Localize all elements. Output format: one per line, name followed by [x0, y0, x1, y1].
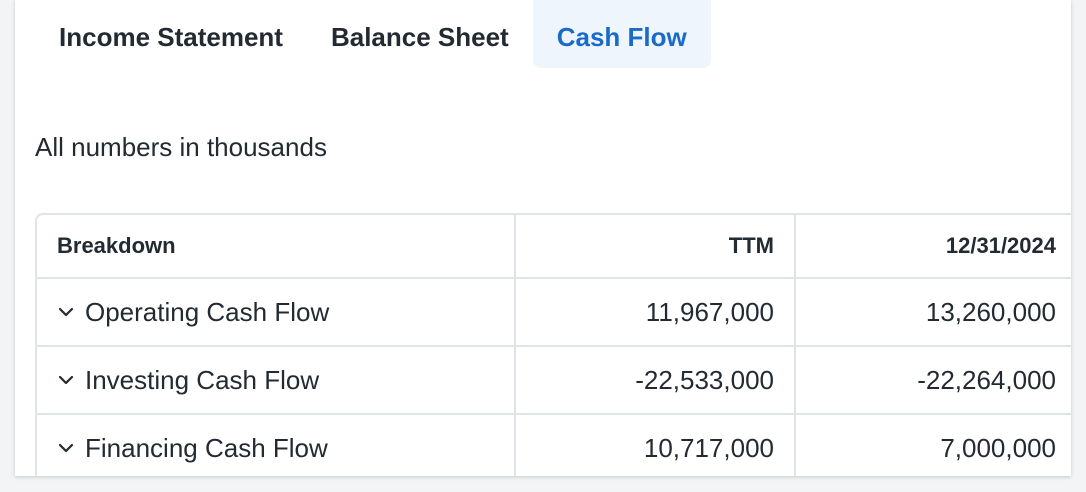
tab-cash-flow[interactable]: Cash Flow: [532, 0, 711, 68]
chevron-down-icon[interactable]: [57, 439, 75, 457]
table-row: Operating Cash Flow 11,967,000 13,260,00…: [37, 277, 1071, 345]
cash-flow-table: Breakdown TTM 12/31/2024 Operating Cash …: [35, 213, 1071, 476]
row-value-ttm: -22,533,000: [516, 347, 796, 413]
row-value-date: 7,000,000: [940, 432, 1056, 463]
table-row: Financing Cash Flow 10,717,000 7,000,000: [37, 413, 1071, 476]
row-label-cell: Investing Cash Flow: [37, 347, 516, 413]
tab-income-statement[interactable]: Income Statement: [59, 22, 283, 52]
header-ttm: TTM: [516, 215, 796, 277]
row-label: Operating Cash Flow: [85, 296, 330, 327]
row-value-date: -22,264,000: [917, 364, 1056, 395]
row-label: Investing Cash Flow: [85, 364, 320, 395]
header-breakdown: Breakdown: [37, 215, 516, 277]
table-row: Investing Cash Flow -22,533,000 -22,264,…: [37, 345, 1071, 413]
financials-card: Income Statement Balance Sheet Cash Flow…: [15, 0, 1071, 476]
table-header-row: Breakdown TTM 12/31/2024: [37, 215, 1071, 277]
row-label: Financing Cash Flow: [85, 432, 328, 463]
units-note: All numbers in thousands: [35, 132, 327, 162]
tab-balance-sheet[interactable]: Balance Sheet: [330, 22, 509, 52]
row-label-cell: Operating Cash Flow: [37, 279, 516, 345]
row-value-date: 13,260,000: [925, 296, 1056, 327]
chevron-down-icon[interactable]: [57, 371, 75, 389]
chevron-down-icon[interactable]: [57, 303, 75, 321]
statement-tabs: Income Statement Balance Sheet Cash Flow: [35, 0, 711, 68]
header-date: 12/31/2024: [945, 233, 1056, 258]
row-value-ttm: 11,967,000: [516, 279, 796, 345]
row-label-cell: Financing Cash Flow: [37, 415, 516, 476]
row-value-ttm: 10,717,000: [516, 415, 796, 476]
